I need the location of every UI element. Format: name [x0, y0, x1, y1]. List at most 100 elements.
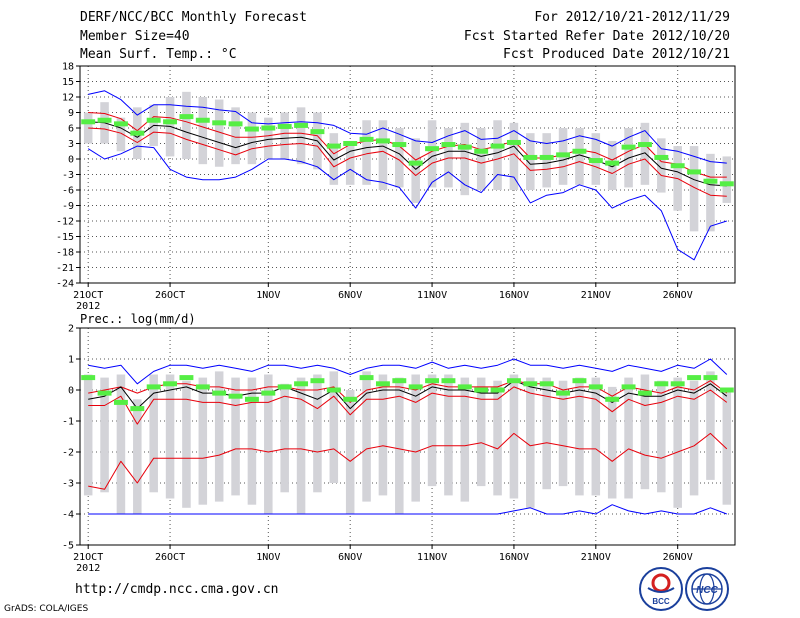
fcst-produced-label: Fcst Produced Date 2012/10/21	[503, 47, 730, 62]
y-tick-label: -5	[62, 541, 74, 552]
range-box	[165, 374, 175, 499]
green-marker	[343, 396, 358, 402]
x-tick-sublabel: 2012	[76, 301, 100, 312]
range-box	[378, 120, 388, 190]
y-tick-label: -15	[56, 232, 74, 243]
green-marker	[490, 143, 505, 149]
range-box	[214, 371, 224, 502]
range-box	[247, 112, 257, 165]
green-marker	[81, 375, 96, 381]
green-marker	[490, 387, 505, 393]
green-marker	[703, 178, 718, 184]
green-marker	[605, 160, 620, 166]
green-marker	[244, 396, 259, 402]
range-box	[722, 156, 732, 203]
range-box	[378, 374, 388, 496]
range-box	[83, 374, 93, 496]
x-tick-label: 21OCT	[73, 290, 103, 301]
plot-frame	[79, 327, 736, 546]
green-marker	[228, 121, 243, 127]
x-tick-label: 1NOV	[256, 552, 280, 563]
min-line	[88, 504, 727, 515]
green-marker	[179, 114, 194, 120]
range-box	[313, 374, 322, 493]
green-marker	[670, 163, 685, 169]
green-marker	[621, 384, 636, 390]
range-box	[689, 146, 699, 232]
green-marker	[130, 406, 145, 412]
green-marker	[277, 123, 292, 129]
green-marker	[506, 378, 521, 384]
x-tick-label: 11NOV	[417, 552, 447, 563]
q90-line	[88, 112, 727, 178]
range-box	[362, 120, 371, 185]
green-marker	[81, 119, 96, 125]
y-tick-label: 6	[68, 124, 74, 135]
x-tick-label: 6NOV	[338, 290, 362, 301]
green-marker	[474, 387, 489, 393]
range-box	[280, 383, 289, 493]
range-box	[83, 112, 93, 144]
range-box	[689, 380, 699, 496]
green-marker	[244, 126, 259, 132]
green-marker	[654, 154, 669, 160]
green-marker	[212, 390, 227, 396]
green-marker	[310, 129, 325, 135]
green-marker	[654, 381, 669, 387]
green-marker	[163, 119, 178, 125]
green-marker	[523, 154, 538, 160]
green-marker	[97, 117, 112, 123]
green-marker	[195, 117, 210, 123]
y-tick-label: 9	[68, 108, 74, 119]
green-marker	[359, 375, 374, 381]
x-tick-label: 16NOV	[499, 290, 529, 301]
green-marker	[572, 148, 587, 154]
green-marker	[621, 144, 636, 150]
range-box	[509, 374, 519, 499]
range-box	[329, 371, 339, 483]
range-box	[345, 390, 355, 514]
temperature-panel: -24 -21 -18 -15 -12 -9 -6 -3 0 3 6 9 12 15 18 21OCT2012…	[56, 62, 736, 312]
green-marker	[457, 384, 472, 390]
green-marker	[523, 381, 538, 387]
range-box	[296, 377, 306, 514]
x-tick-label: 21NOV	[581, 552, 611, 563]
ncc-logo-text: NCC	[696, 585, 718, 596]
y-tick-label: -6	[62, 186, 74, 197]
range-box	[182, 91, 191, 159]
y-tick-label: -3	[62, 170, 74, 181]
range-box	[591, 377, 601, 496]
x-tick-label: 26NOV	[663, 552, 693, 563]
forecast-period-label: For 2012/10/21-2012/11/29	[534, 10, 730, 25]
source-url[interactable]: http://cmdp.ncc.cma.gov.cn	[75, 582, 279, 597]
green-marker	[441, 142, 456, 148]
range-box	[395, 128, 404, 188]
green-marker	[506, 139, 521, 145]
range-box	[116, 374, 126, 514]
range-box	[231, 377, 240, 496]
range-box	[395, 377, 404, 514]
green-marker	[703, 375, 718, 381]
green-marker	[572, 378, 587, 384]
range-box	[640, 122, 650, 185]
green-marker	[343, 141, 358, 146]
green-marker	[326, 387, 341, 393]
range-box	[657, 138, 666, 193]
green-marker	[408, 384, 423, 390]
range-box	[247, 377, 257, 505]
range-box	[214, 99, 224, 167]
range-box	[329, 133, 339, 185]
range-box	[640, 374, 650, 490]
range-box	[657, 380, 666, 493]
green-marker	[113, 399, 128, 405]
green-marker	[179, 375, 194, 381]
x-tick-label: 26NOV	[663, 290, 693, 301]
fcst-started-label: Fcst Started Refer Date 2012/10/20	[463, 29, 730, 44]
max-line	[88, 358, 728, 385]
q25-line	[88, 432, 728, 490]
green-marker	[637, 142, 652, 148]
member-size-label: Member Size=40	[80, 29, 190, 44]
range-box	[149, 374, 158, 493]
green-marker	[588, 384, 603, 390]
